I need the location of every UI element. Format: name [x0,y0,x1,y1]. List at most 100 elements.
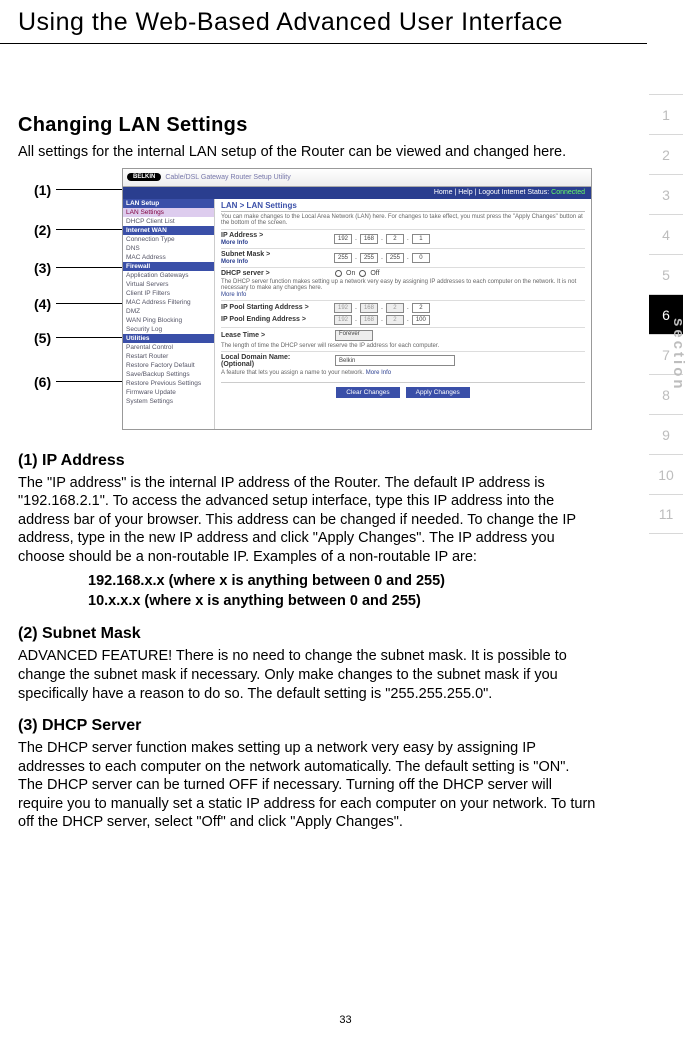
heading-dhcp: (3) DHCP Server [18,717,596,735]
subnet-oct[interactable]: 255 [386,253,404,263]
router-sidebar: LAN Setup LAN Settings DHCP Client List … [123,199,215,429]
side-item[interactable]: DHCP Client List [123,217,214,226]
screenshot-figure: (1) (2) (3) (4) (5) (6) BELKIN Cable/DSL… [18,168,596,438]
page-number: 33 [339,1014,351,1026]
domain-optional: (Optional) [221,361,254,368]
pool-oct: 2 [386,303,404,313]
tab-1[interactable]: 1 [649,94,683,134]
ip-example-1: 192.168.x.x (where x is anything between… [88,572,596,592]
side-item[interactable]: Client IP Filters [123,289,214,298]
side-item[interactable]: Restore Factory Default [123,361,214,370]
ip-oct[interactable]: 2 [386,234,404,244]
side-item[interactable]: Virtual Servers [123,280,214,289]
pool-oct: 192 [334,315,352,325]
side-item[interactable]: DNS [123,244,214,253]
callout-6: (6) [34,374,51,390]
status-value: Connected [551,189,585,196]
pool-end-label: IP Pool Ending Address > [221,316,331,323]
domain-desc: A feature that lets you assign a name to… [221,370,364,376]
more-info-link[interactable]: More Info [366,370,391,376]
callout-5: (5) [34,330,51,346]
side-item[interactable]: Restore Previous Settings [123,379,214,388]
ip-oct[interactable]: 1 [412,234,430,244]
off-label: Off [370,270,379,277]
pool-oct: 168 [360,303,378,313]
subnet-oct[interactable]: 0 [412,253,430,263]
side-group: Internet WAN [123,226,214,235]
side-item[interactable]: Restart Router [123,352,214,361]
content-area: Changing LAN Settings All settings for t… [0,44,640,832]
on-label: On [346,270,355,277]
router-screenshot: BELKIN Cable/DSL Gateway Router Setup Ut… [122,168,592,430]
section-tabs: 1 2 3 4 5 6 7 8 9 10 11 [649,94,683,534]
side-item[interactable]: MAC Address [123,253,214,262]
side-group: Firewall [123,262,214,271]
tab-2[interactable]: 2 [649,134,683,174]
pool-oct[interactable]: 2 [412,303,430,313]
side-item[interactable]: WAN Ping Blocking [123,316,214,325]
side-item[interactable]: Connection Type [123,235,214,244]
subnet-oct[interactable]: 255 [334,253,352,263]
clear-button[interactable]: Clear Changes [336,387,399,398]
nav-links[interactable]: Home | Help | Logout Internet Status: [434,189,549,196]
dhcp-desc: The DHCP server function makes setting u… [221,279,585,291]
dhcp-label: DHCP server > [221,270,331,277]
tab-10[interactable]: 10 [649,454,683,494]
pool-oct: 168 [360,315,378,325]
domain-input[interactable]: Belkin [335,355,455,366]
apply-button[interactable]: Apply Changes [406,387,470,398]
side-item[interactable]: Application Gateways [123,271,214,280]
heading-ip-address: (1) IP Address [18,452,596,470]
side-item[interactable]: Firmware Update [123,388,214,397]
domain-label: Local Domain Name: [221,354,290,361]
subnet-oct[interactable]: 255 [360,253,378,263]
callout-3: (3) [34,260,51,276]
more-info-link[interactable]: More Info [221,259,248,265]
side-item[interactable]: Parental Control [123,343,214,352]
main-intro: You can make changes to the Local Area N… [221,214,585,226]
subnet-body: ADVANCED FEATURE! There is no need to ch… [18,647,596,703]
lease-select[interactable]: Forever [335,330,373,341]
more-info-link[interactable]: More Info [221,292,246,298]
top-nav-bar: Home | Help | Logout Internet Status: Co… [123,187,591,199]
ip-oct[interactable]: 168 [360,234,378,244]
side-item[interactable]: MAC Address Filtering [123,298,214,307]
radio-on[interactable] [335,270,342,277]
dhcp-body: The DHCP server function makes setting u… [18,739,596,832]
row-lease: Lease Time > Forever The length of time … [221,327,585,349]
callout-2: (2) [34,222,51,238]
button-row: Clear Changes Apply Changes [221,382,585,398]
callout-4: (4) [34,296,51,312]
belkin-logo: BELKIN [127,173,161,181]
router-main: LAN > LAN Settings You can make changes … [215,199,591,429]
tab-3[interactable]: 3 [649,174,683,214]
side-item[interactable]: System Settings [123,397,214,406]
subnet-label: Subnet Mask > [221,251,270,258]
side-group: LAN Setup [123,199,214,208]
side-item[interactable]: DMZ [123,307,214,316]
pool-oct[interactable]: 100 [412,315,430,325]
heading-subnet: (2) Subnet Mask [18,625,596,643]
ip-body: The "IP address" is the internal IP addr… [18,474,596,567]
shot-header: BELKIN Cable/DSL Gateway Router Setup Ut… [123,169,591,187]
ip-label: IP Address > [221,232,263,239]
tab-5[interactable]: 5 [649,254,683,294]
side-item[interactable]: Security Log [123,325,214,334]
tab-4[interactable]: 4 [649,214,683,254]
ip-example-2: 10.x.x.x (where x is anything between 0 … [88,592,596,612]
row-ip: IP Address >More Info 192. 168. 2. 1 [221,229,585,246]
row-pool-end: IP Pool Ending Address > 192. 168. 2. 10… [221,315,585,325]
pool-start-label: IP Pool Starting Address > [221,304,331,311]
row-pool-start: IP Pool Starting Address > 192. 168. 2. … [221,300,585,313]
side-item[interactable]: Save/Backup Settings [123,370,214,379]
side-selected[interactable]: LAN Settings [123,208,214,217]
more-info-link[interactable]: More Info [221,240,248,246]
ip-oct[interactable]: 192 [334,234,352,244]
tab-9[interactable]: 9 [649,414,683,454]
heading-changing-lan: Changing LAN Settings [18,114,596,137]
tab-11[interactable]: 11 [649,494,683,534]
section-label: section [670,318,687,392]
pool-oct: 192 [334,303,352,313]
row-dhcp: DHCP server > On Off The DHCP server fun… [221,267,585,298]
radio-off[interactable] [359,270,366,277]
